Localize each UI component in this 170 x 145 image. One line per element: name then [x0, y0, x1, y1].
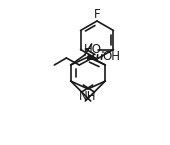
Text: OH: OH	[103, 50, 121, 64]
Text: '': ''	[100, 50, 105, 59]
Text: F: F	[94, 9, 100, 21]
Text: NH: NH	[79, 89, 97, 103]
Text: HO: HO	[83, 42, 101, 56]
Polygon shape	[87, 55, 97, 59]
